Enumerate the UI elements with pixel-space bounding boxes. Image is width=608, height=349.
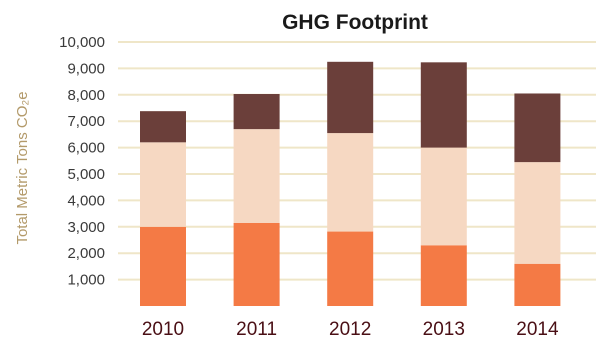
bar-segment xyxy=(140,111,186,143)
bar-segment xyxy=(233,222,280,306)
bar-segment xyxy=(140,142,186,227)
x-tick-label: 2010 xyxy=(142,319,184,340)
bar-segment xyxy=(233,129,280,223)
x-tick-label: 2012 xyxy=(329,319,371,340)
y-axis-label: Total Metric Tons CO₂e xyxy=(14,91,31,244)
y-tick-label: 9,000 xyxy=(67,60,105,77)
x-tick-label: 2013 xyxy=(423,319,465,340)
bar-segment xyxy=(327,133,374,232)
bar-segment xyxy=(140,226,186,306)
bar-segment xyxy=(420,62,467,148)
y-tick-label: 10,000 xyxy=(59,34,105,51)
chart-title: GHG Footprint xyxy=(282,11,428,34)
y-tick-label: 1,000 xyxy=(67,272,105,289)
bar-segment xyxy=(420,147,467,246)
x-tick-label: 2014 xyxy=(516,319,559,340)
y-tick-label: 8,000 xyxy=(67,87,105,104)
y-tick-label: 5,000 xyxy=(67,166,105,183)
y-tick-label: 6,000 xyxy=(67,140,105,157)
y-tick-labels: 1,000 2,000 3,000 4,000 5,000 6,000 7,000 8,000… xyxy=(59,34,105,289)
bar-segment xyxy=(514,93,561,163)
y-tick-label: 4,000 xyxy=(67,192,105,209)
bar-segment xyxy=(327,61,374,134)
bar-segment xyxy=(514,263,561,306)
bar-segment xyxy=(327,231,374,306)
x-tick-label: 2011 xyxy=(236,319,277,340)
x-tick-labels: 2010 2011 2012 2013 2014 xyxy=(142,319,559,340)
bars xyxy=(140,61,561,306)
bar-segment xyxy=(233,94,280,130)
y-tick-label: 2,000 xyxy=(67,245,105,262)
bar-segment xyxy=(420,245,467,306)
y-tick-label: 3,000 xyxy=(67,219,105,236)
bar-segment xyxy=(514,162,561,264)
y-tick-label: 7,000 xyxy=(67,113,105,130)
